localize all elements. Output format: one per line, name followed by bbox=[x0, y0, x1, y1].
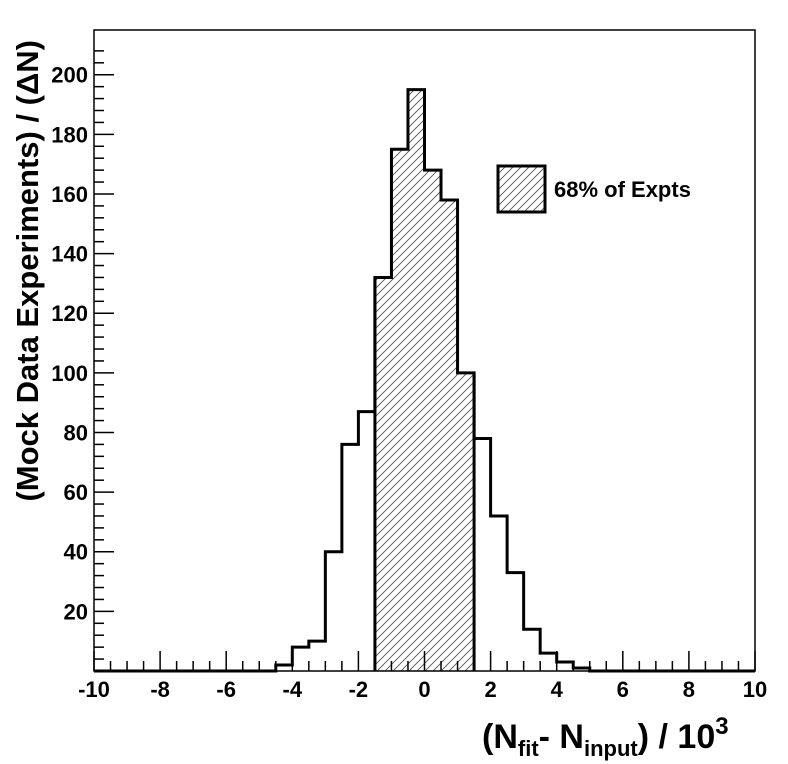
x-axis-title-part: (N bbox=[482, 718, 518, 756]
histogram-bar bbox=[309, 641, 326, 671]
x-tick-label: 8 bbox=[683, 677, 695, 702]
y-tick-label: 140 bbox=[51, 242, 88, 267]
x-tick-label: -6 bbox=[216, 677, 236, 702]
y-tick-label: 200 bbox=[51, 63, 88, 88]
y-tick-label: 80 bbox=[64, 420, 88, 445]
y-axis-ticks bbox=[94, 50, 114, 672]
legend: 68% of Expts bbox=[496, 164, 691, 214]
histogram-bar bbox=[441, 200, 458, 671]
y-tick-label: 100 bbox=[51, 361, 88, 386]
x-axis-title-part: - N bbox=[539, 718, 584, 756]
shaded-bar bbox=[457, 372, 475, 671]
histogram-bar bbox=[540, 653, 557, 671]
x-tick-label: -2 bbox=[349, 677, 369, 702]
histogram-bar bbox=[507, 573, 524, 671]
shaded-bar bbox=[374, 277, 392, 671]
x-axis-title-sup: 3 bbox=[715, 713, 728, 740]
y-tick-label: 40 bbox=[64, 540, 88, 565]
shaded-bar bbox=[407, 89, 425, 671]
y-tick-label: 20 bbox=[64, 599, 88, 624]
histogram-bar bbox=[425, 170, 442, 671]
x-tick-label: 6 bbox=[617, 677, 629, 702]
shaded-68pct-region bbox=[374, 89, 475, 672]
y-tick-label: 180 bbox=[51, 122, 88, 147]
x-axis-ticks bbox=[93, 651, 756, 671]
histogram-bar bbox=[474, 438, 491, 671]
legend-swatch bbox=[496, 164, 547, 214]
x-axis-title-sub-fit: fit bbox=[518, 736, 539, 761]
histogram-bar bbox=[342, 444, 359, 671]
y-axis-title: (Mock Data Experiments) / (ΔN) bbox=[10, 40, 45, 502]
x-axis-title-sub-input: input bbox=[584, 736, 638, 761]
x-tick-label: 0 bbox=[418, 677, 430, 702]
x-axis-title: (Nfit- Ninput) / 103 bbox=[482, 713, 729, 761]
histogram-bar bbox=[524, 629, 541, 671]
x-tick-label: -4 bbox=[283, 677, 303, 702]
x-tick-label: -10 bbox=[78, 677, 110, 702]
y-axis-tick-labels: 20 40 60 80 100 120 140 160 180 200 bbox=[51, 63, 88, 625]
histogram-bar bbox=[408, 90, 425, 671]
y-tick-label: 160 bbox=[51, 182, 88, 207]
x-tick-label: 10 bbox=[743, 677, 767, 702]
y-tick-label: 120 bbox=[51, 301, 88, 326]
shaded-bar bbox=[441, 199, 458, 672]
histogram-bar bbox=[458, 373, 475, 671]
shaded-bar bbox=[391, 149, 408, 672]
histogram-bar bbox=[391, 149, 408, 671]
legend-label: 68% of Expts bbox=[554, 177, 691, 202]
x-tick-label: 2 bbox=[484, 677, 496, 702]
y-tick-label: 60 bbox=[64, 480, 88, 505]
x-axis-title-part: ) / 10 bbox=[638, 718, 715, 756]
histogram-outline bbox=[94, 88, 755, 673]
histogram-bar bbox=[491, 516, 508, 671]
histogram-bar bbox=[358, 412, 375, 671]
x-tick-label: -8 bbox=[150, 677, 170, 702]
histogram-bar bbox=[375, 277, 392, 671]
histogram-bar bbox=[292, 647, 309, 671]
shaded-bar bbox=[424, 170, 442, 671]
x-axis-tick-labels: -10 -8 -6 -4 -2 0 2 4 6 8 10 bbox=[78, 677, 767, 702]
x-tick-label: 4 bbox=[551, 677, 564, 702]
shaded-region-borders bbox=[373, 277, 476, 671]
histogram-bar bbox=[325, 552, 342, 671]
